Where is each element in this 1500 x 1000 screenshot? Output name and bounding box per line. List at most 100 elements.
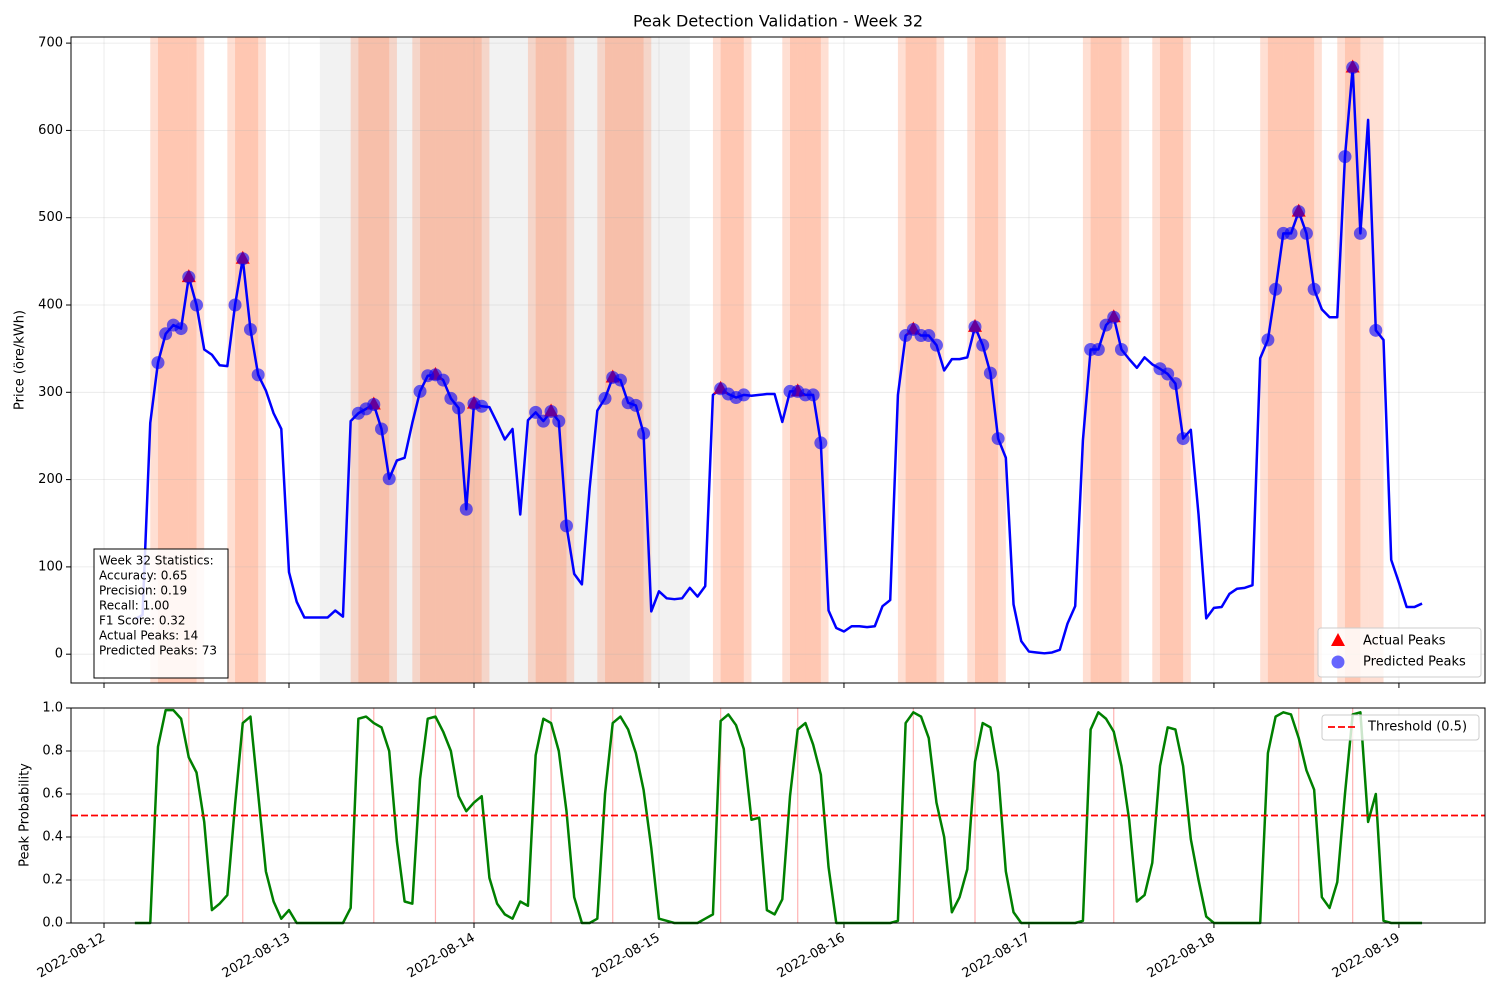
y-tick-label: 700: [38, 36, 63, 51]
predicted-peak: [374, 422, 388, 436]
y-tick-label: 0: [55, 647, 63, 662]
peak-period: [728, 37, 744, 683]
peak-period: [350, 37, 367, 683]
x-tick-label: 2022-08-17: [960, 931, 1033, 982]
predicted-peak: [413, 384, 427, 398]
peak-period: [1344, 37, 1361, 683]
y-tick-label: 0.2: [42, 873, 63, 888]
peak-period: [1260, 37, 1276, 683]
peak-period: [628, 37, 644, 683]
stats-text: Week 32 Statistics:: [99, 554, 214, 568]
legend-marker: [1331, 655, 1345, 669]
predicted-peak: [159, 327, 173, 341]
predicted-peak: [559, 519, 573, 533]
peak-period: [736, 37, 752, 683]
peak-period: [990, 37, 1006, 683]
predicted-peak: [1161, 367, 1175, 381]
y-tick-label: 500: [38, 210, 63, 225]
peak-period: [227, 37, 243, 683]
price-line: [134, 66, 1423, 655]
x-tick-label: 2022-08-16: [775, 931, 848, 982]
stats-box: [93, 548, 229, 679]
peak-period: [165, 37, 182, 683]
legend-box: [1321, 714, 1480, 741]
peak-period: [1291, 37, 1307, 683]
peak-period: [188, 37, 205, 683]
stats-text: Actual Peaks: 14: [99, 629, 198, 643]
shaded-span: [319, 37, 690, 683]
x-tick-label: 2022-08-18: [1145, 931, 1218, 982]
peak-period: [1090, 37, 1107, 683]
peak-period: [982, 37, 999, 683]
predicted-peak: [151, 356, 165, 370]
predicted-peak: [814, 436, 828, 450]
legend-label: Predicted Peaks: [1363, 655, 1466, 670]
predicted-peak: [444, 391, 458, 405]
stats-text: Accuracy: 0.65: [99, 569, 188, 583]
predicted-peak: [436, 373, 450, 387]
predicted-peak: [228, 298, 242, 312]
predicted-peak: [1107, 310, 1121, 324]
y-tick-label: 400: [38, 298, 63, 313]
peak-period: [905, 37, 922, 683]
x-tick-label: 2022-08-15: [590, 931, 663, 982]
peak-period: [797, 37, 814, 683]
peak-period: [1275, 37, 1292, 683]
peak-period: [597, 37, 613, 683]
peak-period: [790, 37, 806, 683]
peak-period: [235, 37, 251, 683]
peak-period: [358, 37, 374, 683]
y-tick-label: 0.6: [42, 787, 63, 802]
peak-period: [466, 37, 482, 683]
peak-period: [1352, 37, 1369, 683]
peak-period: [558, 37, 575, 683]
stats-text: Recall: 1.00: [99, 599, 169, 613]
peak-period: [1283, 37, 1299, 683]
x-tick-label: 2022-08-13: [220, 931, 293, 982]
predicted-peak: [991, 432, 1005, 446]
peak-period: [897, 37, 914, 683]
predicted-peak: [544, 405, 558, 419]
peak-period: [458, 37, 474, 683]
peak-period: [1106, 37, 1122, 683]
predicted-peak: [1346, 61, 1360, 75]
predicted-peak: [459, 502, 473, 516]
predicted-peak: [613, 373, 627, 387]
predicted-peak: [1091, 343, 1105, 357]
peak-period: [1337, 37, 1353, 683]
predicted-peak: [1307, 282, 1321, 296]
plot-frame: [70, 36, 1486, 684]
peak-period: [1098, 37, 1114, 683]
legend-marker: [1331, 633, 1345, 646]
predicted-peak: [968, 320, 982, 334]
predicted-peak: [529, 405, 543, 419]
predicted-peak: [367, 398, 381, 412]
predicted-peak: [236, 252, 250, 266]
peak-period: [366, 37, 382, 683]
peak-period: [435, 37, 451, 683]
predicted-peak: [929, 338, 943, 352]
predicted-peak: [637, 426, 651, 440]
peak-period: [543, 37, 559, 683]
y-tick-label: 600: [38, 123, 63, 138]
y-tick-label: 0.0: [42, 916, 63, 931]
predicted-peak: [1176, 432, 1190, 446]
predicted-peak: [552, 414, 566, 428]
predicted-peak: [182, 270, 196, 284]
peak-period: [620, 37, 636, 683]
predicted-peak: [976, 338, 990, 352]
peak-period: [173, 37, 189, 683]
peak-period: [1113, 37, 1130, 683]
peak-period: [412, 37, 428, 683]
peak-period: [1368, 37, 1384, 683]
peak-period: [1298, 37, 1315, 683]
peak-period: [373, 37, 390, 683]
x-tick-label: 2022-08-19: [1330, 931, 1403, 982]
probability-line: [134, 708, 1423, 925]
predicted-peak: [382, 472, 396, 486]
predicted-peak: [922, 329, 936, 343]
peak-period: [427, 37, 444, 683]
peak-period: [805, 37, 821, 683]
peak-period: [420, 37, 436, 683]
